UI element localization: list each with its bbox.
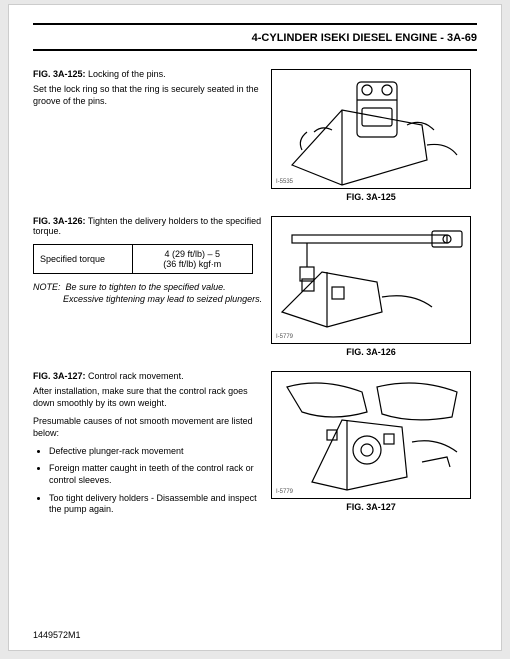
para-125-0: Set the lock ring so that the ring is se… <box>33 83 263 107</box>
section-126: FIG. 3A-126: Tighten the delivery holder… <box>33 216 477 357</box>
text-col-126: FIG. 3A-126: Tighten the delivery holder… <box>33 216 271 305</box>
note-label: NOTE: <box>33 282 61 292</box>
figure-126: I-5779 <box>271 216 471 344</box>
para-127-0: After installation, make sure that the c… <box>33 385 263 409</box>
page: 4-CYLINDER ISEKI DIESEL ENGINE - 3A-69 F… <box>8 4 502 651</box>
text-col-125: FIG. 3A-125: Locking of the pins. Set th… <box>33 69 271 113</box>
fig-col-126: I-5779 FIG. 3A-126 <box>271 216 471 357</box>
fig-caption-127: FIG. 3A-127 <box>271 502 471 512</box>
list-item: Defective plunger-rack movement <box>49 446 263 458</box>
torque-table: Specified torque 4 (29 ft/lb) – 5 (36 ft… <box>33 244 253 274</box>
fig-label-125: FIG. 3A-125: <box>33 69 86 79</box>
para-127-1: Presumable causes of not smooth movement… <box>33 415 263 439</box>
fig-title-125: Locking of the pins. <box>88 69 166 79</box>
fig-caption-126: FIG. 3A-126 <box>271 347 471 357</box>
torque-label-cell: Specified torque <box>34 245 133 274</box>
fig-title-127: Control rack movement. <box>88 371 184 381</box>
text-col-127: FIG. 3A-127: Control rack movement. Afte… <box>33 371 271 522</box>
figure-125-svg <box>272 70 472 190</box>
section-125: FIG. 3A-125: Locking of the pins. Set th… <box>33 69 477 202</box>
footer-docnum: 1449572M1 <box>33 630 81 640</box>
figure-127: I-5779 <box>271 371 471 499</box>
fig-heading-127: FIG. 3A-127: Control rack movement. <box>33 371 263 381</box>
fig-heading-125: FIG. 3A-125: Locking of the pins. <box>33 69 263 79</box>
fig-id-126: I-5779 <box>276 334 293 340</box>
note-body: Be sure to tighten to the specified valu… <box>63 282 262 304</box>
figure-126-svg <box>272 217 472 345</box>
list-item: Foreign matter caught in teeth of the co… <box>49 463 263 486</box>
fig-caption-125: FIG. 3A-125 <box>271 192 471 202</box>
list-item: Too tight delivery holders - Disassemble… <box>49 493 263 516</box>
page-header-title: 4-CYLINDER ISEKI DIESEL ENGINE - 3A-69 <box>252 32 477 44</box>
figure-125: I-5535 <box>271 69 471 189</box>
fig-label-126: FIG. 3A-126: <box>33 216 86 226</box>
table-row: Specified torque 4 (29 ft/lb) – 5 (36 ft… <box>34 245 253 274</box>
fig-heading-126: FIG. 3A-126: Tighten the delivery holder… <box>33 216 263 236</box>
section-127: FIG. 3A-127: Control rack movement. Afte… <box>33 371 477 522</box>
fig-col-125: I-5535 FIG. 3A-125 <box>271 69 471 202</box>
figure-127-svg <box>272 372 472 500</box>
fig-id-125: I-5535 <box>276 179 293 185</box>
torque-value-cell: 4 (29 ft/lb) – 5 (36 ft/lb) kgf·m <box>132 245 252 274</box>
header-rule: 4-CYLINDER ISEKI DIESEL ENGINE - 3A-69 <box>33 23 477 51</box>
fig-id-127: I-5779 <box>276 489 293 495</box>
fig-col-127: I-5779 FIG. 3A-127 <box>271 371 471 512</box>
fig-label-127: FIG. 3A-127: <box>33 371 86 381</box>
bullet-list-127: Defective plunger-rack movement Foreign … <box>33 446 263 516</box>
note-126: NOTE: Be sure to tighten to the specifie… <box>33 282 263 305</box>
